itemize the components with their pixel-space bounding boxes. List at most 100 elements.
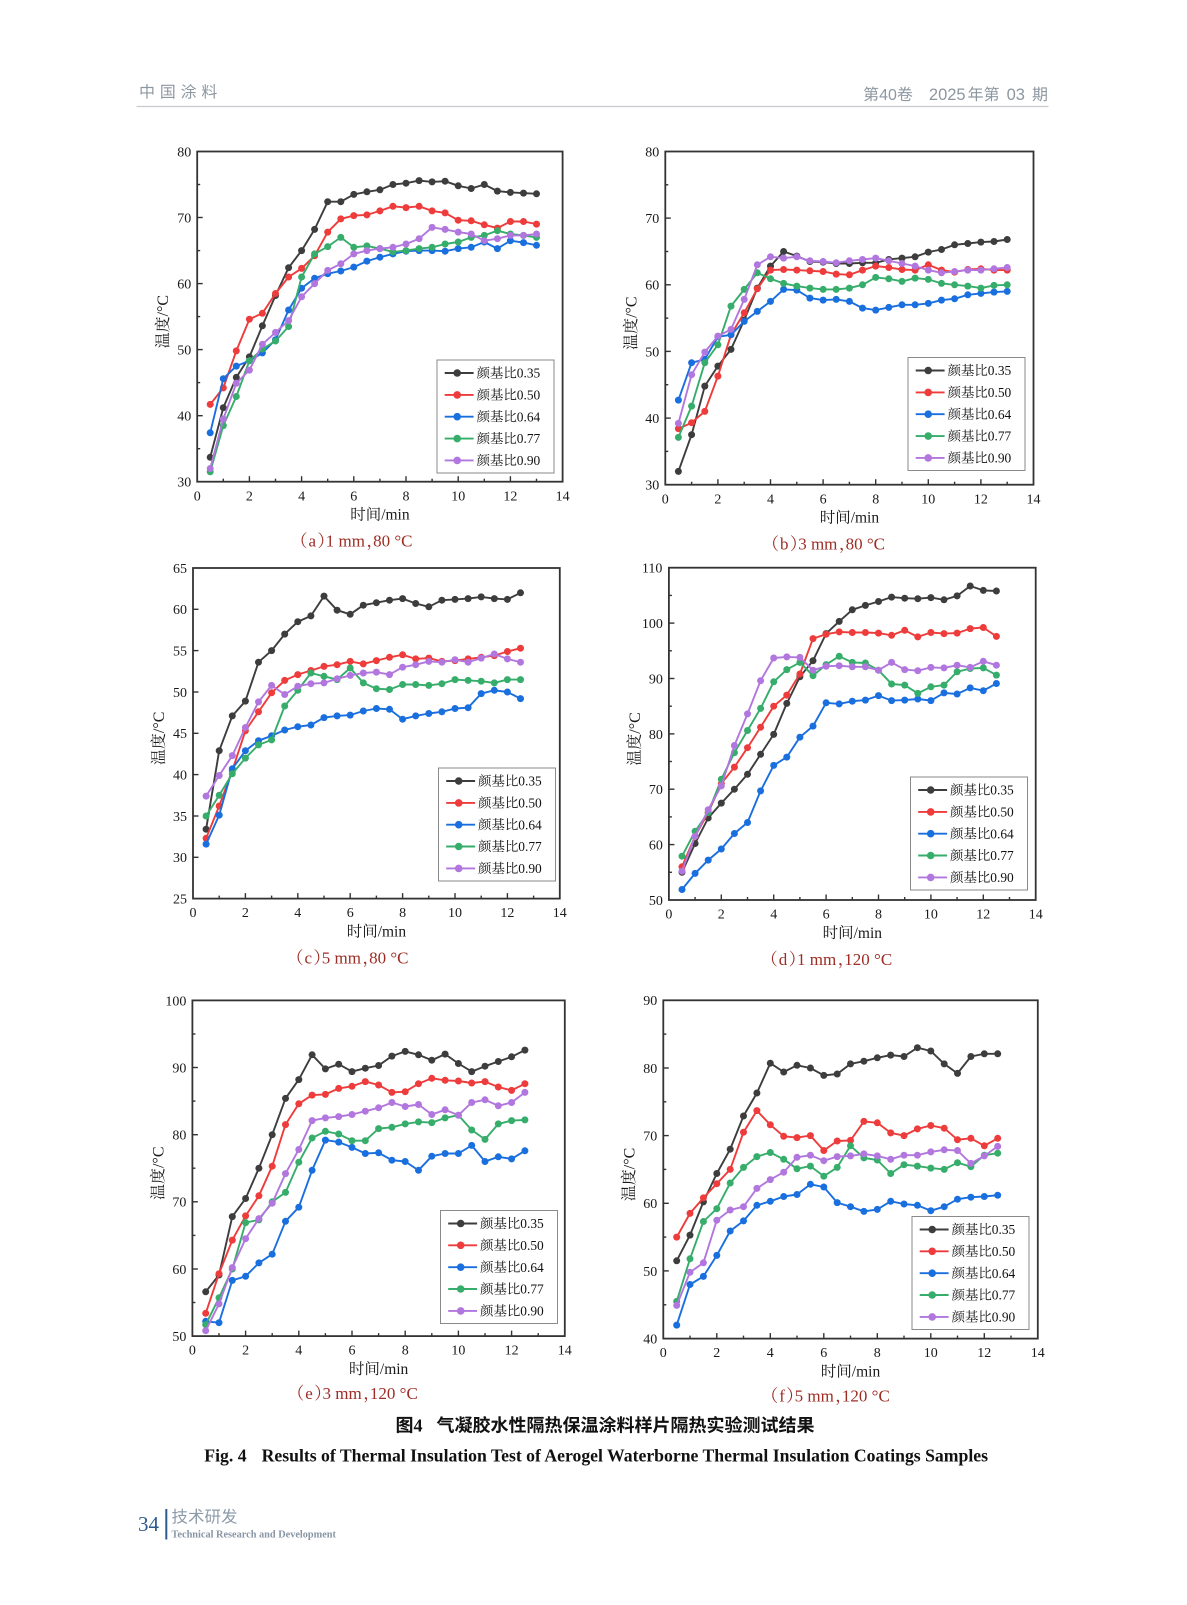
svg-text:50: 50 bbox=[643, 1265, 657, 1280]
svg-text:100: 100 bbox=[165, 994, 186, 1009]
svg-text:10: 10 bbox=[921, 492, 935, 507]
svg-text:0.35: 0.35 bbox=[990, 783, 1014, 798]
svg-text:34: 34 bbox=[138, 1512, 160, 1536]
svg-text:0.50: 0.50 bbox=[992, 1244, 1016, 1259]
svg-text:80: 80 bbox=[645, 145, 659, 160]
svg-text:6: 6 bbox=[820, 1346, 827, 1361]
svg-text:80 °C: 80 °C bbox=[369, 949, 408, 968]
svg-text:Results of Thermal Insulation: Results of Thermal Insulation Test of Ae… bbox=[262, 1446, 989, 1466]
svg-text:60: 60 bbox=[177, 278, 191, 293]
svg-text:2: 2 bbox=[714, 492, 721, 507]
svg-text:c: c bbox=[305, 949, 313, 968]
svg-text:0.77: 0.77 bbox=[992, 1288, 1016, 1303]
svg-text:Technical Research and Develop: Technical Research and Development bbox=[172, 1530, 337, 1541]
svg-text:80: 80 bbox=[643, 1062, 657, 1077]
svg-text:45: 45 bbox=[173, 727, 187, 742]
svg-text:70: 70 bbox=[172, 1196, 186, 1211]
svg-text:8: 8 bbox=[874, 1346, 881, 1361]
svg-text:0.64: 0.64 bbox=[988, 407, 1012, 422]
svg-text:120 °C: 120 °C bbox=[844, 950, 892, 969]
svg-text:14: 14 bbox=[553, 906, 567, 921]
svg-text:/°C: /°C bbox=[150, 1146, 167, 1168]
svg-text:0: 0 bbox=[662, 492, 669, 507]
svg-text:0.77: 0.77 bbox=[988, 429, 1012, 444]
svg-text:40: 40 bbox=[645, 412, 659, 427]
svg-text:40: 40 bbox=[173, 769, 187, 784]
svg-text:70: 70 bbox=[649, 783, 663, 798]
svg-text:a: a bbox=[309, 532, 317, 551]
svg-text:50: 50 bbox=[177, 344, 191, 359]
svg-text:0.77: 0.77 bbox=[518, 839, 542, 854]
svg-text:60: 60 bbox=[173, 603, 187, 618]
svg-text:70: 70 bbox=[645, 212, 659, 227]
svg-text:60: 60 bbox=[645, 279, 659, 294]
svg-text:6: 6 bbox=[350, 489, 357, 504]
svg-text:0: 0 bbox=[665, 908, 672, 923]
svg-text:1 mm: 1 mm bbox=[326, 532, 365, 551]
svg-text:5 mm: 5 mm bbox=[795, 1387, 834, 1406]
svg-text:120 °C: 120 °C bbox=[370, 1384, 418, 1403]
svg-text:14: 14 bbox=[1029, 908, 1043, 923]
svg-text:80 °C: 80 °C bbox=[846, 535, 885, 554]
svg-text:40: 40 bbox=[879, 87, 897, 104]
svg-text:60: 60 bbox=[172, 1263, 186, 1278]
svg-text:14: 14 bbox=[556, 489, 570, 504]
svg-text:0.77: 0.77 bbox=[517, 431, 541, 446]
svg-text:2: 2 bbox=[242, 906, 249, 921]
svg-text:0.35: 0.35 bbox=[520, 1216, 544, 1231]
svg-text:0.64: 0.64 bbox=[518, 817, 542, 832]
svg-text:4: 4 bbox=[767, 1346, 774, 1361]
svg-text:/°C: /°C bbox=[621, 1148, 638, 1170]
svg-text:03: 03 bbox=[1007, 86, 1025, 104]
svg-text:12: 12 bbox=[977, 1346, 991, 1361]
svg-text:10: 10 bbox=[924, 908, 938, 923]
svg-text:2: 2 bbox=[246, 489, 253, 504]
svg-text:12: 12 bbox=[976, 908, 990, 923]
svg-text:0.50: 0.50 bbox=[520, 1238, 544, 1253]
svg-text:14: 14 bbox=[1031, 1346, 1045, 1361]
svg-text:70: 70 bbox=[643, 1130, 657, 1145]
svg-text:/min: /min bbox=[854, 925, 883, 942]
svg-text:14: 14 bbox=[558, 1344, 572, 1359]
svg-text:0: 0 bbox=[189, 1344, 196, 1359]
svg-text:0.35: 0.35 bbox=[517, 366, 541, 381]
svg-text:50: 50 bbox=[173, 686, 187, 701]
svg-text:10: 10 bbox=[451, 1344, 465, 1359]
svg-text:0.64: 0.64 bbox=[992, 1266, 1016, 1281]
svg-text:90: 90 bbox=[649, 672, 663, 687]
svg-text:0.50: 0.50 bbox=[990, 805, 1014, 820]
svg-text:6: 6 bbox=[823, 908, 830, 923]
svg-text:0.77: 0.77 bbox=[520, 1282, 544, 1297]
svg-text:25: 25 bbox=[173, 893, 187, 908]
svg-text:3 mm: 3 mm bbox=[323, 1384, 362, 1403]
svg-text:80 °C: 80 °C bbox=[373, 532, 412, 551]
svg-text:0.90: 0.90 bbox=[518, 861, 542, 876]
svg-text:90: 90 bbox=[643, 994, 657, 1009]
svg-text:35: 35 bbox=[173, 810, 187, 825]
svg-text:80: 80 bbox=[177, 145, 191, 160]
svg-text:0.90: 0.90 bbox=[517, 453, 541, 468]
svg-text:5 mm: 5 mm bbox=[322, 949, 361, 968]
svg-text:/min: /min bbox=[381, 507, 410, 524]
svg-text:0.90: 0.90 bbox=[992, 1310, 1016, 1325]
svg-text:0.64: 0.64 bbox=[517, 409, 541, 424]
svg-text:40: 40 bbox=[643, 1333, 657, 1348]
svg-text:2: 2 bbox=[718, 908, 725, 923]
svg-text:0: 0 bbox=[190, 906, 197, 921]
svg-text:0.50: 0.50 bbox=[988, 385, 1012, 400]
svg-text:/min: /min bbox=[852, 1364, 881, 1381]
svg-text:55: 55 bbox=[173, 645, 187, 660]
svg-text:/°C: /°C bbox=[151, 712, 168, 734]
svg-text:60: 60 bbox=[649, 839, 663, 854]
svg-text:/min: /min bbox=[378, 924, 407, 941]
svg-text:65: 65 bbox=[173, 562, 187, 577]
svg-text:Fig. 4: Fig. 4 bbox=[204, 1446, 246, 1466]
svg-text:6: 6 bbox=[347, 906, 354, 921]
svg-text:10: 10 bbox=[924, 1346, 938, 1361]
svg-text:6: 6 bbox=[349, 1344, 356, 1359]
svg-text:10: 10 bbox=[451, 489, 465, 504]
svg-text:10: 10 bbox=[448, 906, 462, 921]
svg-text:30: 30 bbox=[177, 476, 191, 491]
svg-text:0: 0 bbox=[660, 1346, 667, 1361]
svg-text:30: 30 bbox=[173, 851, 187, 866]
